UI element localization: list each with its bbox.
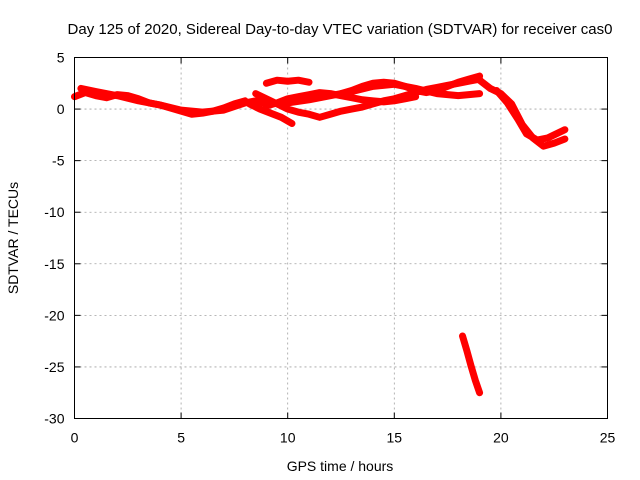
data-point: [412, 87, 419, 94]
data-point: [444, 83, 451, 90]
x-axis-label: GPS time / hours: [287, 458, 394, 474]
data-point: [246, 100, 253, 107]
data-point: [359, 83, 366, 90]
data-point: [252, 90, 259, 97]
data-point: [284, 78, 291, 85]
data-point: [561, 126, 568, 133]
data-point: [534, 137, 541, 144]
data-point: [178, 107, 185, 114]
data-point: [553, 130, 560, 137]
y-tick-label: 5: [57, 50, 65, 66]
y-tick-label: -25: [44, 359, 64, 375]
y-tick-label: -20: [44, 307, 64, 323]
x-tick-label: 20: [493, 430, 509, 446]
data-point: [433, 87, 440, 94]
y-tick-label: -5: [52, 153, 65, 169]
data-point: [316, 114, 323, 121]
data-point: [544, 134, 551, 141]
data-point: [284, 99, 291, 106]
data-point: [465, 76, 472, 83]
data-point: [459, 332, 466, 339]
plot-frame: [74, 57, 608, 419]
data-point: [338, 108, 344, 115]
data-point: [199, 109, 206, 116]
data-point: [156, 101, 163, 108]
y-tick-label: -15: [44, 256, 64, 272]
data-point: [263, 80, 270, 87]
x-tick-label: 10: [280, 430, 296, 446]
x-tick-label: 0: [71, 430, 79, 446]
data-point: [391, 97, 398, 104]
data-point: [327, 92, 334, 99]
data-point: [455, 92, 462, 99]
data-point: [391, 80, 398, 87]
data-point: [263, 95, 270, 102]
data-point: [359, 96, 366, 103]
data-point: [476, 77, 483, 84]
data-point: [514, 116, 521, 123]
data-point: [267, 110, 274, 117]
data-point: [256, 106, 263, 113]
tick-layer: 0 5 10 15 20 25 -30 -25 -20 -15 -10 -5 0 5: [44, 50, 615, 446]
y-tick-label: -10: [44, 204, 64, 220]
data-point: [401, 95, 408, 102]
data-point: [504, 99, 511, 106]
y-axis-label: SDTVAR / TECUs: [5, 182, 21, 294]
data-point: [561, 135, 568, 142]
data-point: [369, 80, 376, 87]
x-tick-label: 15: [387, 430, 403, 446]
x-tick-label: 25: [600, 430, 616, 446]
data-point: [338, 90, 344, 97]
data-point: [348, 94, 355, 101]
data-point: [523, 130, 530, 137]
data-point: [77, 85, 84, 92]
data-point: [359, 104, 366, 111]
data-point: [288, 120, 295, 127]
y-tick-label: -30: [44, 411, 64, 427]
data-point: [380, 79, 387, 86]
series-layer: [71, 72, 569, 397]
data-point: [455, 79, 462, 86]
data-point: [348, 106, 355, 113]
data-point: [348, 87, 355, 94]
data-point: [135, 97, 142, 104]
data-point: [463, 347, 470, 354]
data-point: [476, 90, 483, 97]
data-point: [412, 93, 419, 100]
data-point: [551, 140, 558, 147]
data-point: [540, 143, 547, 150]
data-point: [295, 77, 302, 84]
data-point: [468, 362, 475, 369]
data-point: [278, 114, 285, 121]
data-point: [284, 106, 291, 113]
data-point: [401, 83, 408, 90]
data-point: [327, 111, 334, 118]
y-tick-label: 0: [57, 101, 65, 117]
data-point: [274, 99, 281, 106]
data-point: [487, 85, 494, 92]
data-point: [380, 98, 387, 105]
data-point: [476, 389, 483, 396]
data-point: [472, 377, 479, 384]
data-point: [220, 107, 227, 114]
data-point: [114, 92, 121, 99]
data-point: [369, 97, 376, 104]
data-point: [306, 111, 313, 118]
data-point: [295, 109, 302, 116]
data-point: [274, 77, 281, 84]
x-tick-label: 5: [177, 430, 185, 446]
data-point: [252, 97, 259, 104]
data-point: [306, 79, 313, 86]
data-point: [423, 89, 430, 96]
chart-title: Day 125 of 2020, Sidereal Day-to-day VTE…: [68, 21, 613, 38]
data-point: [92, 88, 99, 95]
data-point: [306, 96, 313, 103]
data-point: [493, 87, 500, 94]
